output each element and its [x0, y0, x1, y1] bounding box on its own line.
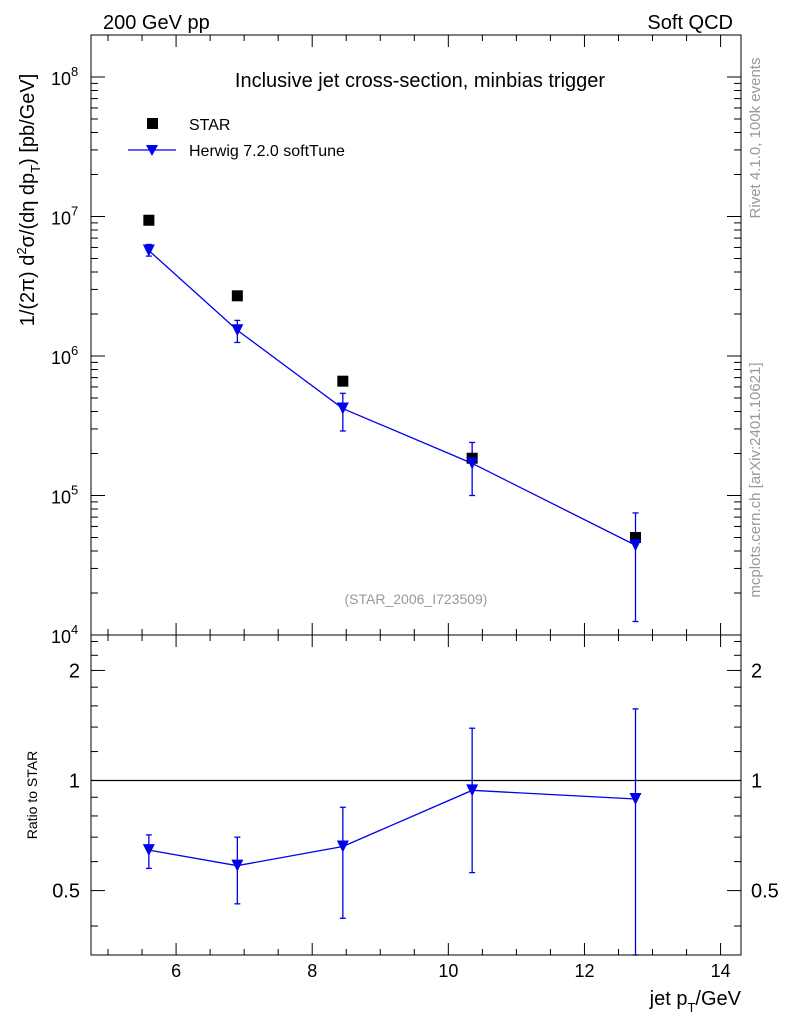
- side-label-rivet: Rivet 4.1.0, 100k events: [747, 58, 764, 219]
- legend: STAR Herwig 7.2.0 softTune: [128, 117, 345, 160]
- x-tick-label: 8: [307, 961, 317, 981]
- star-data-point: [231, 290, 243, 302]
- side-label-mcplots: mcplots.cern.ch [arXiv:2401.10621]: [747, 362, 764, 597]
- ratio-series-line: [148, 789, 636, 867]
- ratio-panel: 0.5 0.5 1 1 2 2 Ratio to STAR: [24, 634, 779, 956]
- ratio-data-point: [466, 784, 479, 797]
- ratio-data-point: [142, 844, 155, 857]
- main-panel: 104 105 106 107 108 Inclusive jet cross-sect…: [14, 34, 742, 647]
- x-tick-label: 12: [574, 961, 594, 981]
- main-y-tick-label: 106: [51, 343, 78, 368]
- herwig-data-point: [466, 457, 479, 470]
- star-data-point: [630, 531, 642, 543]
- main-y-tick-label: 104: [51, 622, 78, 647]
- star-data-point: [337, 375, 349, 387]
- chart-title: Inclusive jet cross-section, minbias tri…: [235, 70, 605, 92]
- main-data: [142, 214, 642, 623]
- legend-marker-herwig: [146, 145, 158, 156]
- main-y-axis-label: 1/(2π) d2σ/(dη dpT) [pb/GeV]: [14, 74, 43, 327]
- ratio-y-tick-label-right: 2: [751, 660, 762, 682]
- herwig-data-point: [231, 324, 244, 337]
- ratio-y-tick-label-left: 2: [69, 660, 80, 682]
- ratio-y-tick-labels: 0.5 0.5 1 1 2 2: [52, 660, 779, 902]
- ratio-data-point: [336, 840, 349, 853]
- herwig-series-line: [148, 250, 636, 546]
- legend-label-star: STAR: [189, 117, 230, 134]
- ratio-axis-ticks: [91, 635, 741, 955]
- herwig-data-point: [629, 539, 642, 552]
- analysis-watermark: (STAR_2006_I723509): [345, 591, 488, 607]
- x-tick-label: 10: [438, 961, 458, 981]
- x-tick-label: 6: [171, 961, 181, 981]
- header-left: 200 GeV pp: [103, 12, 210, 34]
- main-y-tick-label: 107: [51, 203, 78, 228]
- ratio-y-tick-label-left: 1: [69, 771, 80, 793]
- herwig-data-point: [336, 402, 349, 415]
- ratio-data-point: [231, 859, 244, 872]
- main-y-tick-labels: 104 105 106 107 108: [51, 64, 78, 647]
- herwig-data-point: [142, 244, 155, 257]
- header-right: Soft QCD: [647, 12, 733, 34]
- star-data-point: [143, 214, 155, 226]
- main-y-tick-label: 108: [51, 64, 78, 89]
- ratio-y-tick-label-right: 1: [751, 771, 762, 793]
- x-tick-labels: 6 8 10 12 14: [171, 961, 731, 981]
- legend-marker-star: [147, 118, 158, 129]
- ratio-frame: [90, 634, 742, 956]
- main-y-tick-label: 105: [51, 482, 78, 507]
- ratio-y-tick-label-left: 0.5: [52, 881, 80, 903]
- ratio-data: [91, 708, 741, 956]
- ratio-data-point: [629, 793, 642, 806]
- x-tick-label: 14: [711, 961, 731, 981]
- ratio-y-tick-label-right: 0.5: [751, 881, 779, 903]
- legend-label-herwig: Herwig 7.2.0 softTune: [189, 143, 345, 160]
- x-axis-label: jet pT/GeV: [649, 988, 742, 1015]
- ratio-y-axis-label: Ratio to STAR: [24, 751, 40, 839]
